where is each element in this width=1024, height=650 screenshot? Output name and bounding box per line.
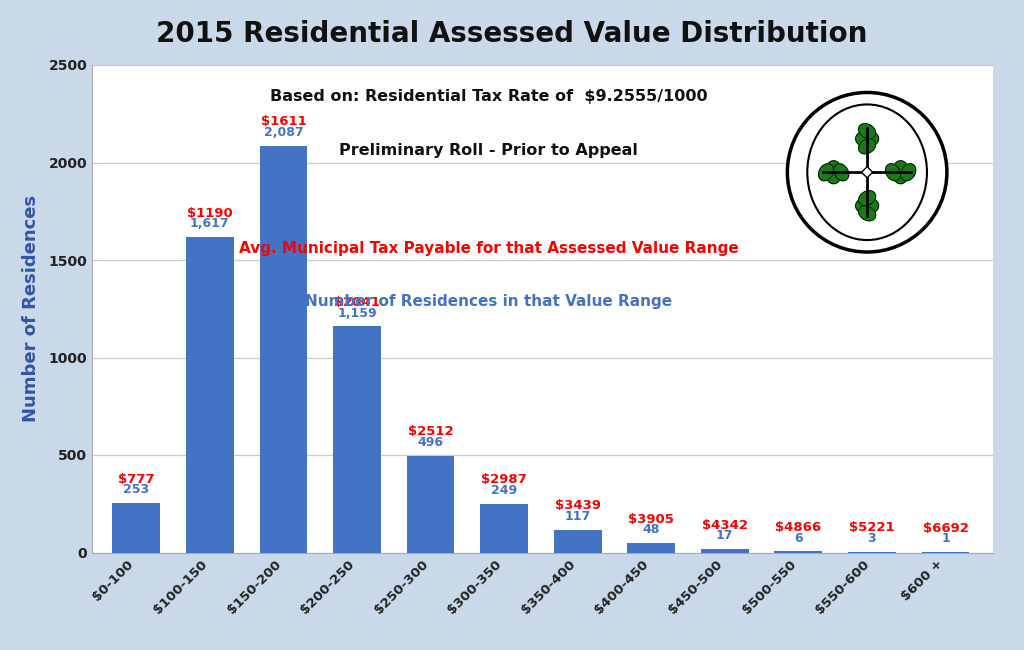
Bar [700, 549, 749, 552]
Text: 2,087: 2,087 [263, 125, 303, 138]
Text: 1,617: 1,617 [190, 217, 229, 230]
Text: Avg. Municipal Tax Payable for that Assessed Value Range: Avg. Municipal Tax Payable for that Asse… [239, 240, 738, 255]
Bar [113, 503, 160, 552]
Text: $4866: $4866 [775, 521, 821, 534]
Bar [774, 551, 822, 552]
Text: Preliminary Roll - Prior to Appeal: Preliminary Roll - Prior to Appeal [339, 143, 638, 158]
Bar [259, 146, 307, 552]
Text: $777: $777 [118, 473, 155, 486]
Text: 6: 6 [794, 532, 803, 545]
Text: $2987: $2987 [481, 473, 527, 486]
Bar [628, 543, 675, 552]
Text: 253: 253 [123, 484, 150, 497]
Y-axis label: Number of Residences: Number of Residences [23, 195, 40, 422]
Text: $1190: $1190 [187, 207, 232, 220]
Text: 117: 117 [564, 510, 591, 523]
Text: $4342: $4342 [701, 519, 748, 532]
Text: $2041: $2041 [334, 296, 380, 309]
Text: $3905: $3905 [629, 513, 674, 526]
Text: 17: 17 [716, 529, 733, 542]
Text: $1611: $1611 [260, 115, 306, 128]
Bar [333, 326, 381, 552]
Text: $5221: $5221 [849, 521, 895, 534]
Text: Number of Residences in that Value Range: Number of Residences in that Value Range [305, 294, 672, 309]
Text: $3439: $3439 [555, 499, 601, 512]
Bar [407, 456, 455, 552]
Bar [186, 237, 233, 552]
Text: 1: 1 [941, 532, 950, 545]
Text: 2015 Residential Assessed Value Distribution: 2015 Residential Assessed Value Distribu… [157, 20, 867, 47]
Text: $6692: $6692 [923, 522, 969, 535]
Text: 48: 48 [642, 523, 659, 536]
Text: 249: 249 [492, 484, 517, 497]
Text: 496: 496 [418, 436, 443, 449]
Text: 1,159: 1,159 [337, 307, 377, 320]
Bar [554, 530, 601, 552]
Bar [480, 504, 528, 552]
Text: Based on: Residential Tax Rate of  $9.2555/1000: Based on: Residential Tax Rate of $9.255… [270, 89, 708, 105]
Text: $2512: $2512 [408, 425, 454, 438]
Text: 3: 3 [867, 532, 877, 545]
